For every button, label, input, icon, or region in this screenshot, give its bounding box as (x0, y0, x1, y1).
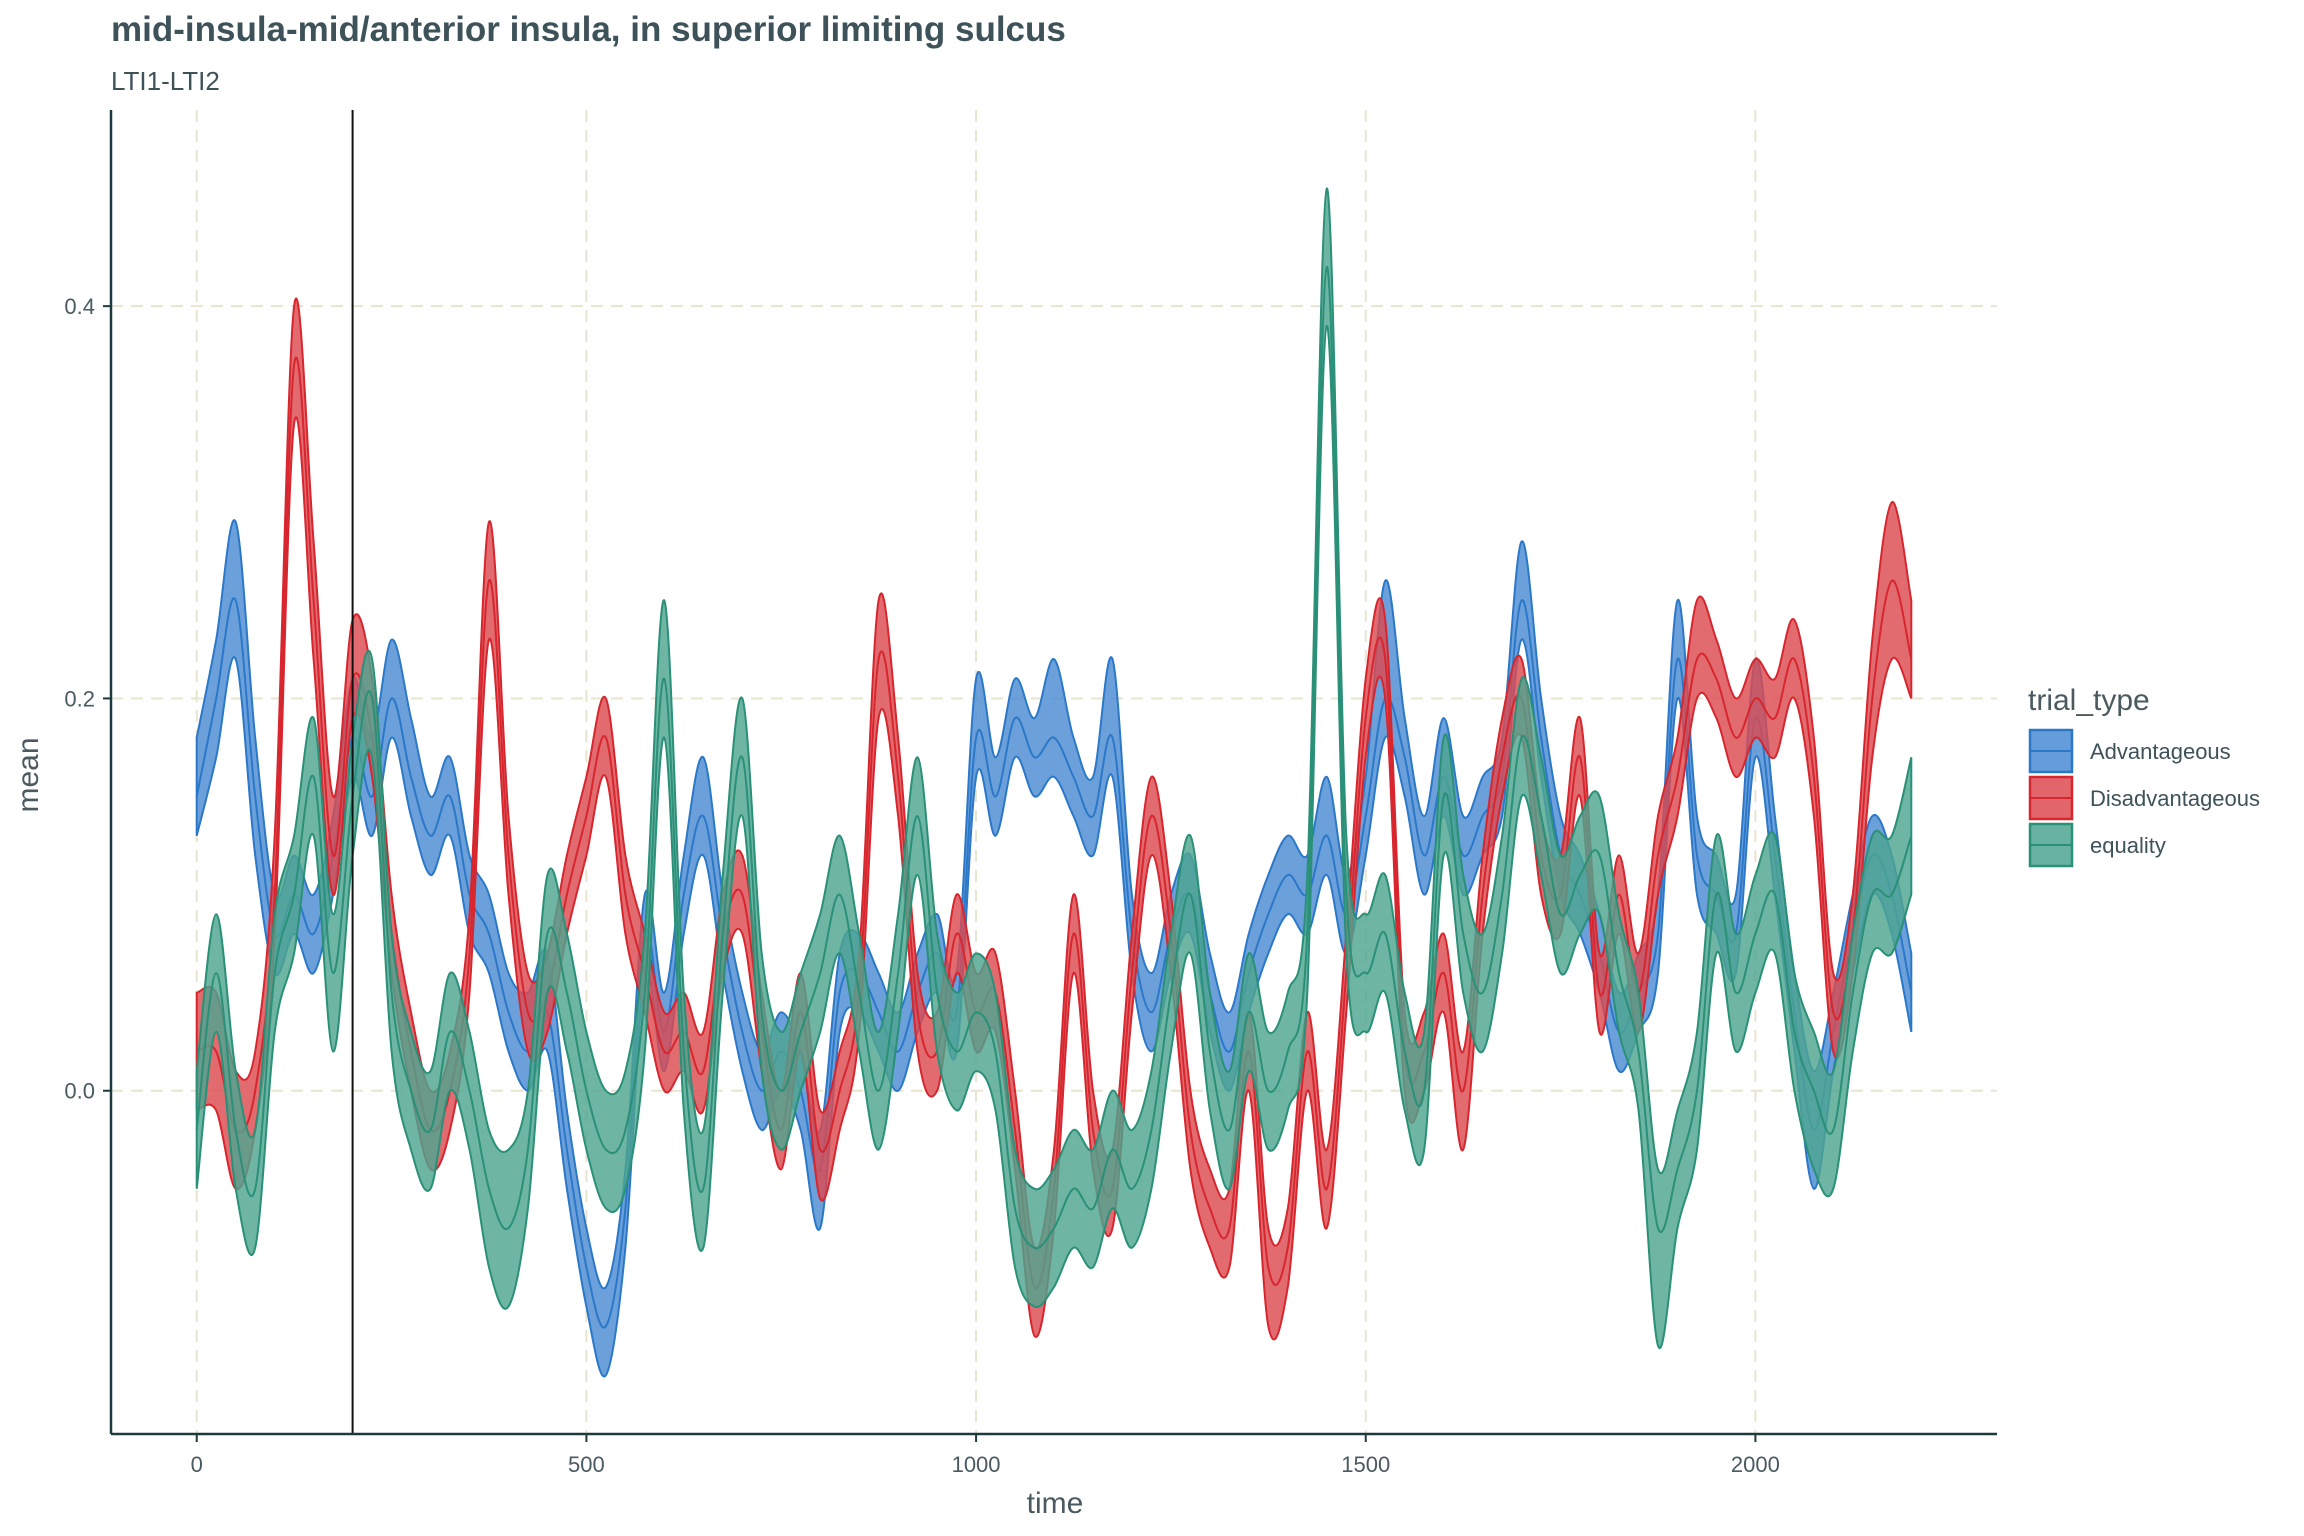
legend-label-disadvantageous: Disadvantageous (2090, 786, 2260, 811)
disadvantageous-mean-line (196, 356, 1913, 1290)
x-tick-label: 2000 (1731, 1452, 1780, 1477)
y-tick-label: 0.2 (64, 686, 95, 711)
legend-title: trial_type (2028, 684, 2150, 717)
x-tick-label: 0 (191, 1452, 203, 1477)
axes (103, 110, 1997, 1442)
y-axis-title: mean (12, 737, 45, 812)
x-tick-label: 1000 (952, 1452, 1001, 1477)
advantageous-mean-line (195, 597, 1913, 1329)
equality-mean-line (195, 265, 1913, 1250)
x-tick-labels: 0 500 1000 1500 2000 (191, 1452, 1780, 1477)
y-tick-label: 0.0 (64, 1079, 95, 1104)
x-tick-label: 1500 (1341, 1452, 1390, 1477)
x-tick-label: 500 (568, 1452, 605, 1477)
y-tick-label: 0.4 (64, 294, 95, 319)
chart-title: mid-insula-mid/anterior insula, in super… (111, 10, 1066, 49)
chart-subtitle: LTI1-LTI2 (111, 66, 220, 96)
x-axis-title: time (1027, 1487, 1084, 1520)
legend: trial_type Advantageous Disadvantageous eq… (2028, 684, 2260, 868)
legend-label-advantageous: Advantageous (2090, 739, 2231, 764)
legend-label-equality: equality (2090, 833, 2166, 858)
series-bands (195, 187, 1913, 1378)
y-tick-labels: 0.0 0.2 0.4 (64, 294, 95, 1104)
equality-band (195, 187, 1913, 1350)
